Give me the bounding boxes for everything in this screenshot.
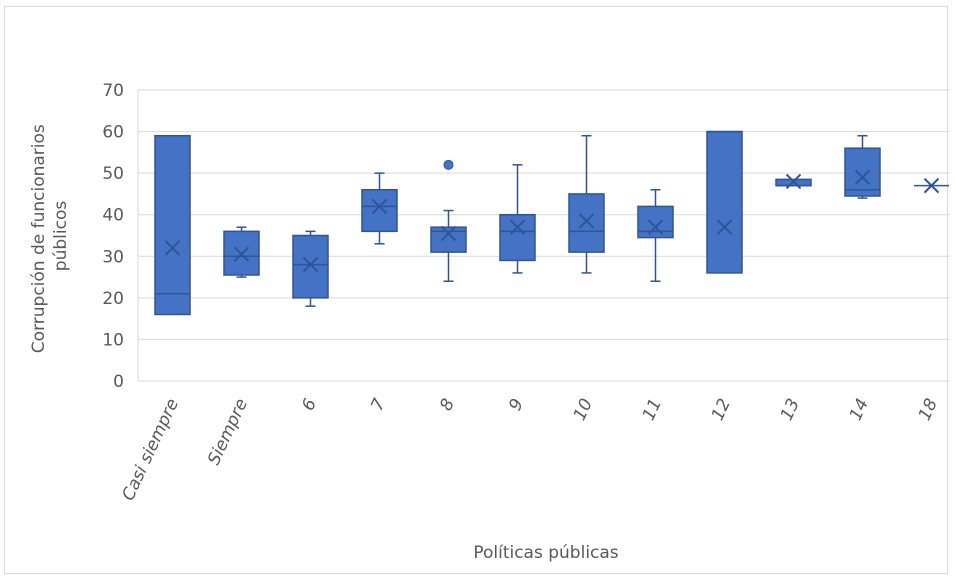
x-tick-label: 6 [298,396,321,414]
mean-marker [716,219,733,235]
box-body [292,234,329,299]
y-axis-tick-labels: 0 10 20 30 40 50 60 70 [102,81,124,392]
box-body [361,189,398,233]
box-casi-siempre [154,134,191,316]
box-body [844,147,881,197]
box-13 [775,173,812,190]
box-8 [430,159,467,282]
box-10 [568,134,605,274]
x-tick-label: 8 [436,396,459,414]
y-tick-label: 10 [102,330,124,350]
y-tick-label: 70 [102,81,124,101]
y-tick-label: 50 [102,164,124,184]
box-11 [637,189,674,282]
mean-marker [785,173,802,190]
box-body [568,193,605,253]
x-tick-label: 13 [777,396,804,424]
box-14 [844,134,881,199]
x-tick-label: 7 [367,396,390,414]
box-12 [706,130,743,274]
x-tick-label: 14 [846,396,873,424]
boxes [154,130,949,316]
box-7 [361,172,398,245]
mean-marker [164,240,181,256]
y-tick-label: 20 [102,289,124,309]
box-6 [292,230,329,307]
mean-marker [371,198,388,215]
box-18 [914,177,949,194]
box-9 [499,164,536,274]
box-body [499,213,536,262]
box-siempre [223,226,260,278]
outlier-point [443,159,454,170]
mean-marker [440,225,457,242]
mean-marker [578,213,595,229]
x-tick-label: 18 [915,396,942,424]
mean-marker [509,219,526,235]
x-tick-label: Casi siempre [118,396,183,504]
x-axis-title: Políticas públicas [473,543,618,563]
x-tick-label: 12 [708,396,735,424]
y-axis-title-line-2: públicos [51,201,71,272]
box-body [154,134,191,316]
x-tick-label: 11 [639,396,666,424]
x-tick-label: Siempre [204,396,252,469]
gridlines [137,89,950,382]
y-tick-label: 60 [102,123,124,143]
x-tick-label: 10 [570,396,597,424]
mean-marker [233,246,250,262]
mean-marker [647,219,664,235]
box-body [706,130,743,274]
y-tick-label: 30 [102,247,124,267]
y-tick-label: 0 [113,372,124,392]
mean-marker [302,256,319,273]
y-axis-title: Corrupción de funcionarios públicos [29,119,71,353]
x-tick-label: 9 [505,396,528,414]
mean-marker [854,169,871,186]
x-axis-tick-labels: Casi siempre Siempre 6 7 8 9 10 11 12 13 14 18 [118,396,942,504]
mean-marker [923,177,940,194]
y-tick-label: 40 [102,206,124,226]
y-axis-title-line-1: Corrupción de funcionarios [29,124,49,353]
box-body [637,205,674,239]
